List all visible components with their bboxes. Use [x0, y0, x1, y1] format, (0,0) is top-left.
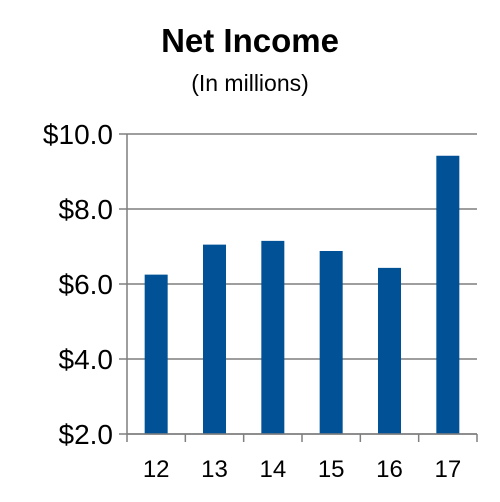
bar — [203, 244, 226, 434]
y-tick-label: $2.0 — [59, 419, 114, 450]
bar — [261, 240, 285, 434]
y-tick-label: $10.0 — [43, 119, 113, 150]
y-tick-label: $6.0 — [59, 269, 114, 300]
bar — [319, 251, 343, 434]
y-tick-label: $8.0 — [59, 194, 114, 225]
x-tick-label: 14 — [259, 456, 286, 483]
bar — [144, 274, 168, 434]
x-tick-label: 17 — [434, 456, 461, 483]
x-tick-label: 12 — [143, 456, 170, 483]
chart-title: Net Income — [161, 22, 339, 59]
bar — [436, 155, 460, 434]
chart-subtitle: (In millions) — [191, 70, 309, 96]
x-tick-label: 15 — [318, 456, 345, 483]
x-tick-label: 13 — [201, 456, 228, 483]
bar — [378, 267, 401, 434]
x-tick-label: 16 — [376, 456, 403, 483]
y-tick-label: $4.0 — [59, 344, 114, 375]
